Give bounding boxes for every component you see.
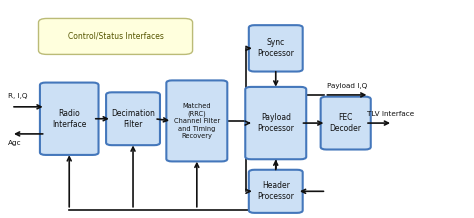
Text: Control/Status Interfaces: Control/Status Interfaces: [68, 32, 164, 41]
FancyBboxPatch shape: [38, 19, 192, 54]
FancyBboxPatch shape: [320, 97, 371, 150]
FancyBboxPatch shape: [106, 92, 160, 145]
Text: Header
Processor: Header Processor: [257, 181, 294, 201]
Text: Matched
(RRC)
Channel Filter
and Timing
Recovery: Matched (RRC) Channel Filter and Timing …: [174, 103, 220, 139]
FancyBboxPatch shape: [166, 80, 228, 161]
Text: Payload
Processor: Payload Processor: [257, 113, 294, 133]
FancyBboxPatch shape: [249, 170, 303, 213]
Text: Decimation
Filter: Decimation Filter: [111, 109, 155, 129]
Text: Radio
Interface: Radio Interface: [52, 109, 86, 129]
Text: Payload I,Q: Payload I,Q: [327, 83, 367, 89]
FancyBboxPatch shape: [40, 83, 99, 155]
Text: R, I,Q: R, I,Q: [8, 93, 27, 99]
FancyBboxPatch shape: [249, 25, 303, 72]
Text: TLV Interface: TLV Interface: [367, 111, 414, 117]
Text: Agc: Agc: [8, 140, 21, 146]
Text: Sync
Processor: Sync Processor: [257, 38, 294, 58]
Text: FEC
Decoder: FEC Decoder: [330, 113, 362, 133]
FancyBboxPatch shape: [245, 87, 306, 159]
